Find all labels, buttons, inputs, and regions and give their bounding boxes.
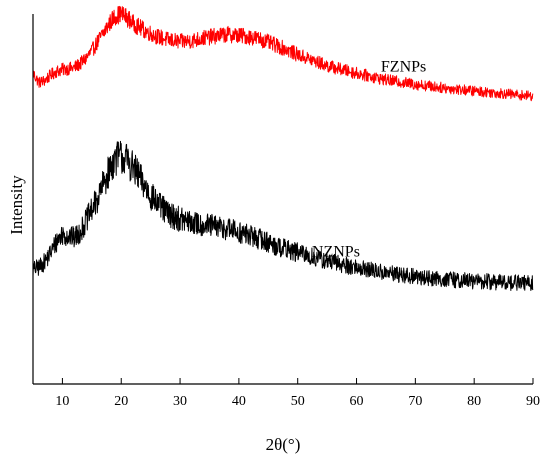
x-tick-label: 60 xyxy=(350,394,364,409)
x-tick-label: 50 xyxy=(291,394,305,409)
x-axis-label: 2θ(°) xyxy=(266,435,301,454)
y-axis-label: Intensity xyxy=(7,175,26,235)
x-tick-label: 10 xyxy=(55,394,69,409)
x-tick-label: 40 xyxy=(232,394,246,409)
series-label-nznps: NZNPs xyxy=(312,243,360,260)
x-tick-label: 30 xyxy=(173,394,187,409)
x-tick-label: 20 xyxy=(114,394,128,409)
axes xyxy=(32,14,533,385)
series-line-fznps xyxy=(32,5,534,102)
series-labels: FZNPs NZNPs xyxy=(312,58,426,260)
series-label-fznps: FZNPs xyxy=(381,58,426,75)
x-ticks: 10 20 30 40 50 60 70 80 90 xyxy=(55,378,540,409)
x-tick-label: 70 xyxy=(408,394,422,409)
x-tick-label: 90 xyxy=(526,394,540,409)
series-line-nznps xyxy=(32,140,534,291)
series-layer xyxy=(32,5,534,291)
x-tick-label: 80 xyxy=(467,394,481,409)
